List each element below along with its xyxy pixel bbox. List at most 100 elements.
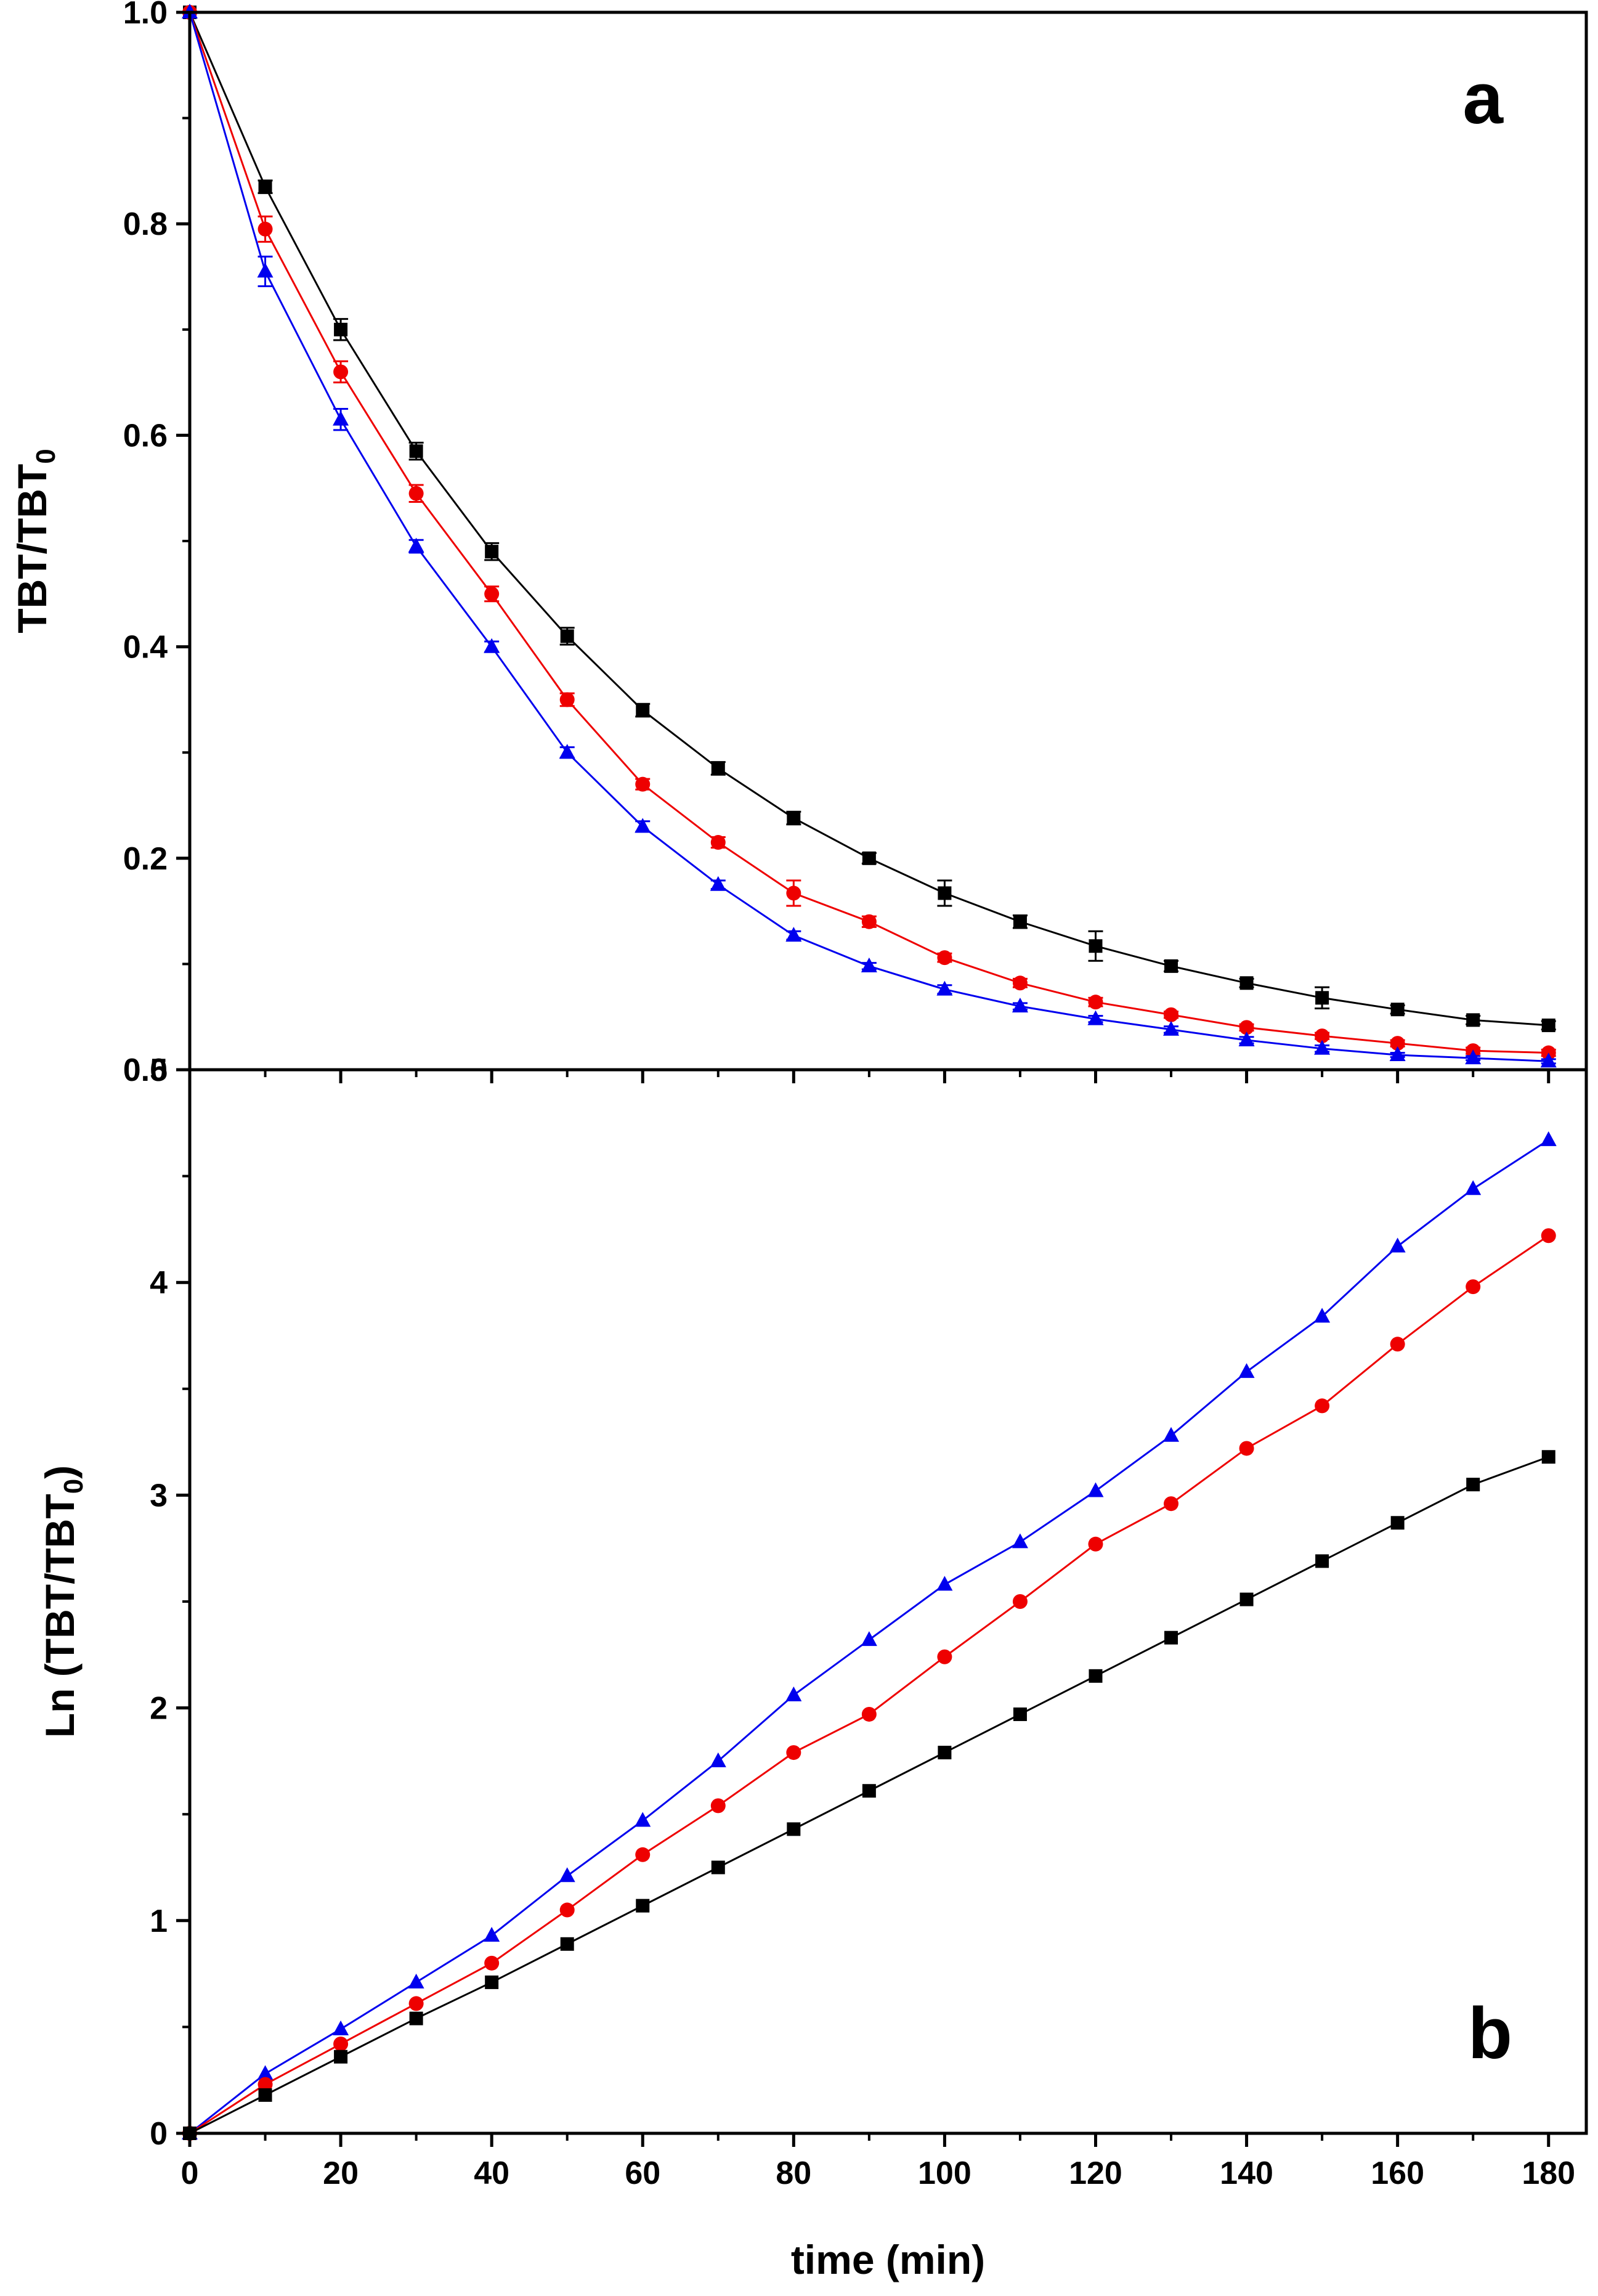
y-tick-label: 0.4: [123, 630, 168, 666]
series-line-red: [189, 1235, 1549, 2135]
data-point-circle: [937, 1649, 952, 1664]
data-point-square: [862, 851, 876, 865]
data-point-square: [1315, 1554, 1329, 1568]
data-point-circle: [1164, 1007, 1179, 1022]
data-point-circle: [1239, 1441, 1254, 1456]
data-point-square: [1239, 976, 1254, 990]
data-point-triangle: [1087, 1010, 1104, 1025]
data-point-triangle: [710, 1752, 726, 1767]
data-point-circle: [710, 835, 726, 850]
y-tick-label: 0.8: [123, 206, 168, 242]
data-point-triangle: [484, 638, 500, 653]
panel-b-ylabel-main: Ln (TBT/TBT: [37, 1494, 83, 1738]
panel-b-ylabel: Ln (TBT/TBT0): [37, 1465, 89, 1738]
data-point-triangle: [1389, 1046, 1406, 1061]
series-black: [183, 1450, 1555, 2140]
data-point-triangle: [1540, 1052, 1557, 1068]
data-point-triangle: [1314, 1308, 1331, 1323]
x-tick-label: 120: [1069, 2156, 1122, 2191]
series-red: [182, 5, 1556, 1060]
data-point-square: [1390, 1003, 1405, 1017]
data-point-triangle: [1238, 1363, 1255, 1378]
data-point-square: [1315, 991, 1329, 1005]
data-point-triangle: [1163, 1020, 1180, 1036]
data-point-circle: [484, 1955, 500, 1971]
data-point-triangle: [1389, 1237, 1406, 1253]
data-point-square: [711, 761, 725, 775]
data-point-circle: [484, 586, 500, 601]
data-point-square: [1089, 939, 1103, 953]
data-point-square: [1390, 1516, 1405, 1530]
data-point-triangle: [785, 927, 802, 942]
data-point-square: [636, 1899, 650, 1913]
data-point-circle: [258, 2077, 273, 2092]
panel-b-frame: [188, 1068, 1588, 2135]
data-point-circle: [786, 885, 801, 901]
data-point-triangle: [1314, 1040, 1331, 1055]
data-point-triangle: [333, 2020, 349, 2035]
data-point-triangle: [1540, 1131, 1557, 1146]
data-point-circle: [937, 950, 952, 966]
data-point-triangle: [559, 1867, 575, 1883]
data-point-triangle: [936, 1576, 953, 1591]
data-point-circle: [1541, 1228, 1556, 1244]
series-line-black: [189, 12, 1549, 1027]
data-point-circle: [333, 364, 349, 380]
data-point-circle: [1315, 1398, 1330, 1414]
x-tick-label: 180: [1522, 2156, 1575, 2191]
data-point-circle: [333, 2037, 349, 2052]
series-blue: [182, 4, 1557, 1068]
panel-a-ylabel: TBT/TBT0: [9, 449, 61, 633]
x-tick-label: 40: [474, 2156, 509, 2191]
data-point-square: [1013, 1707, 1027, 1721]
y-tick-label: 0.0: [123, 1052, 168, 1088]
data-point-triangle: [1465, 1180, 1482, 1195]
panel-a-label: a: [1462, 58, 1504, 139]
data-point-triangle: [785, 1686, 802, 1701]
data-point-square: [938, 886, 952, 900]
data-point-square: [787, 811, 801, 825]
data-point-square: [258, 2088, 272, 2102]
data-point-triangle: [1238, 1031, 1255, 1046]
data-point-square: [862, 1784, 876, 1798]
y-tick-label: 1.0: [123, 0, 168, 31]
x-tick-label: 80: [776, 2156, 811, 2191]
data-point-circle: [1088, 995, 1103, 1010]
data-point-circle: [861, 1706, 877, 1722]
y-tick-label: 4: [150, 1265, 168, 1301]
data-point-triangle: [861, 1631, 877, 1647]
data-point-circle: [1390, 1337, 1405, 1352]
panel-a-ylabel-main: TBT/TBT: [9, 464, 55, 633]
series-red: [182, 1228, 1556, 2141]
data-point-circle: [861, 914, 877, 929]
series-blue: [182, 1131, 1557, 2139]
x-tick-label: 140: [1220, 2156, 1273, 2191]
panel-a-frame: [188, 10, 1588, 1072]
x-tick-label: 60: [625, 2156, 660, 2191]
panel-b-ylabel-close: ): [37, 1465, 83, 1479]
data-point-triangle: [408, 537, 424, 553]
x-axis-label: time (min): [791, 2237, 985, 2282]
data-point-square: [1466, 1013, 1480, 1027]
y-tick-label: 0.2: [123, 841, 168, 877]
data-point-triangle: [635, 818, 651, 833]
series-line-blue: [189, 12, 1549, 1062]
data-point-triangle: [408, 1973, 424, 1989]
data-point-triangle: [1087, 1482, 1104, 1497]
series-black: [183, 6, 1556, 1032]
data-point-square: [334, 2050, 348, 2064]
data-point-circle: [1012, 975, 1028, 991]
data-point-circle: [786, 1745, 801, 1761]
data-point-circle: [635, 1847, 651, 1862]
data-point-square: [1164, 1630, 1178, 1645]
panel-a-ylabel-subscript: 0: [31, 449, 61, 463]
data-point-circle: [408, 1996, 424, 2011]
data-point-triangle: [257, 263, 274, 278]
panel-b-label: b: [1468, 1993, 1512, 2074]
data-point-circle: [1164, 1496, 1179, 1512]
data-point-triangle: [257, 2065, 274, 2080]
data-point-triangle: [635, 1812, 651, 1827]
data-point-circle: [559, 1902, 575, 1918]
data-point-circle: [559, 692, 575, 707]
data-point-square: [636, 703, 650, 717]
